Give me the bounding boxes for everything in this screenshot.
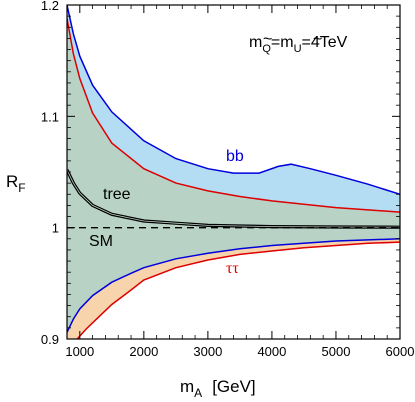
annot-u-sub: U [294, 43, 302, 55]
y-tick-label: 0.9 [41, 332, 59, 347]
band-green [67, 18, 400, 333]
band-blue [67, 5, 400, 213]
line-red-upper [67, 18, 400, 213]
x-tick-label: 1000 [65, 344, 94, 359]
shaded-bands [67, 5, 400, 339]
label-tree: tree [103, 186, 131, 203]
axis-ticks: 1000 2000 3000 4000 5000 6000 0.9 1 1.1 1.2 [41, 0, 415, 359]
label-bb: bb [226, 148, 244, 165]
x-tick-label: 4000 [257, 344, 286, 359]
x-axis-label: mA [GeV] [180, 377, 256, 400]
x-axis-label-main: m [180, 377, 194, 396]
y-axis-label: RF [6, 172, 26, 195]
annot-tilde-q: ~ [263, 31, 272, 48]
parameter-annotation: mQ=mU=4TeV [249, 34, 348, 55]
y-tick-label: 1.1 [41, 109, 59, 124]
label-tautau: ττ [226, 260, 239, 277]
x-axis-label-sub: A [194, 386, 202, 400]
annot-m1: m [249, 34, 262, 51]
y-tick-label: 1 [52, 221, 59, 236]
line-bb-upper [67, 5, 400, 196]
annot-eq: =m [271, 34, 294, 51]
x-tick-label: 3000 [193, 344, 222, 359]
x-tick-label: 6000 [386, 344, 415, 359]
x-tick-label: 2000 [129, 344, 158, 359]
y-axis-label-sub: F [18, 181, 25, 195]
x-tick-label: 5000 [322, 344, 351, 359]
y-axis-label-main: R [6, 172, 18, 191]
label-sm: SM [89, 233, 113, 250]
series-lines [67, 5, 400, 339]
annot-value: =4TeV [302, 34, 348, 51]
annot-tilde-u: ~ [313, 31, 322, 48]
x-axis-label-unit: [GeV] [212, 377, 255, 396]
annot-q-sub: Q [262, 43, 271, 55]
line-tautau [76, 241, 400, 339]
line-blue-lower [67, 238, 400, 333]
line-tree-inner [67, 169, 400, 228]
y-tick-label: 1.2 [41, 0, 59, 13]
